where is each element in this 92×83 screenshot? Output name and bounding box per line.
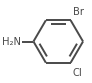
Text: Cl: Cl	[72, 68, 82, 78]
Text: H₂N: H₂N	[2, 37, 21, 46]
Text: Br: Br	[73, 7, 84, 17]
